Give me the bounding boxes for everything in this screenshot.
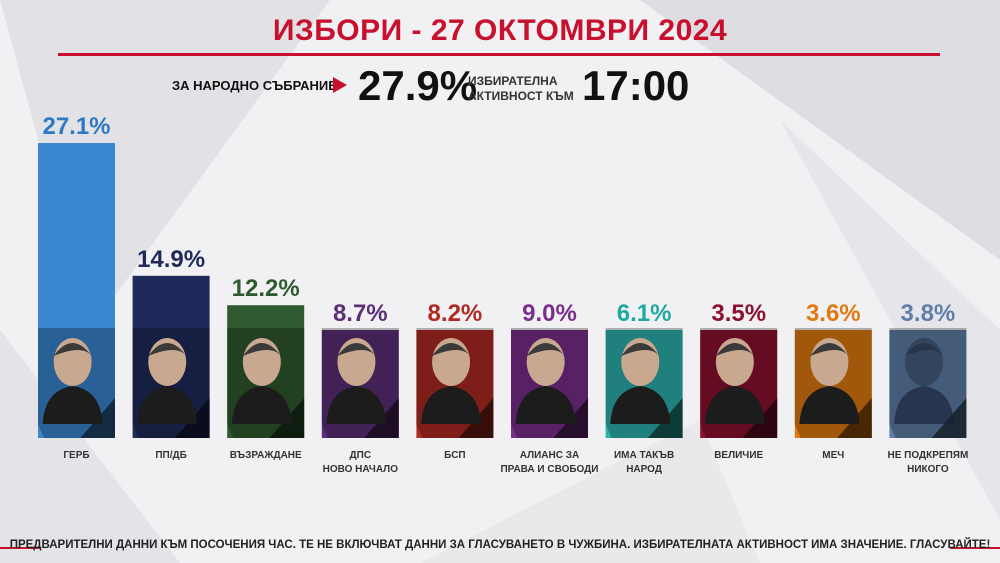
- value-label: 3.5%: [711, 300, 766, 327]
- bar-group: 3.5% ВЕЛИЧИЕ: [700, 300, 778, 461]
- portrait-icon: [326, 338, 387, 424]
- category-label: НИКОГО: [907, 464, 949, 475]
- footer-rule-left: [0, 547, 40, 549]
- portrait-hair: [526, 343, 565, 356]
- category-label: НОВО НАЧАЛО: [323, 464, 399, 475]
- portrait-shoulders: [137, 386, 198, 424]
- value-label: 27.1%: [42, 113, 110, 140]
- portrait-hair: [242, 343, 281, 356]
- bar-group: 3.6% МЕЧ: [794, 300, 872, 461]
- category-label: ВЕЛИЧИЕ: [714, 450, 763, 461]
- value-label: 3.8%: [901, 300, 956, 327]
- portrait-shoulders: [326, 386, 387, 424]
- category-label: ВЪЗРАЖДАНЕ: [230, 450, 302, 461]
- panel-fold: [364, 398, 399, 438]
- portrait-icon: [704, 338, 765, 424]
- panel-fold: [174, 398, 210, 438]
- portrait-shoulders: [610, 386, 671, 424]
- bar-group: 6.1% ИМА ТАКЪВ НАРОД: [605, 300, 683, 475]
- page-title: ИЗБОРИ - 27 ОКТОМВРИ 2024: [272, 14, 728, 47]
- results-bar-chart: 27.1% ГЕРБ 14.9% ПП/ДБ 12.2% ВЪЗРАЖДАНЕ 8.7% ДП…: [38, 113, 969, 475]
- category-label: АЛИАНС ЗА: [520, 450, 579, 461]
- bar-group: 8.2% БСП: [416, 300, 494, 461]
- portrait-hair: [715, 343, 754, 356]
- portrait-hair: [810, 343, 849, 356]
- bar-group: 8.7% ДПС НОВО НАЧАЛО: [321, 300, 399, 475]
- portrait-shoulders: [421, 386, 482, 424]
- value-label: 3.6%: [806, 300, 861, 327]
- category-label: НЕ ПОДКРЕПЯМ: [888, 450, 969, 461]
- category-label: НАРОД: [626, 464, 662, 475]
- portrait-shoulders: [231, 386, 292, 424]
- category-label: МЕЧ: [822, 450, 844, 461]
- portrait-icon: [137, 338, 198, 424]
- election-type-label: ЗА НАРОДНО СЪБРАНИЕ: [172, 78, 337, 93]
- category-label: ДПС: [350, 450, 372, 461]
- panel-fold: [837, 398, 872, 438]
- value-label: 9.0%: [522, 300, 577, 327]
- footnote: ПРЕДВАРИТЕЛНИ ДАННИ КЪМ ПОСОЧЕНИЯ ЧАС. Т…: [9, 539, 991, 551]
- portrait-hair: [337, 343, 376, 356]
- category-label: ПРАВА И СВОБОДИ: [500, 464, 598, 475]
- portrait-icon: [421, 338, 482, 424]
- portrait-icon: [515, 338, 576, 424]
- turnout-value: 27.9%: [358, 62, 478, 109]
- portrait-hair: [905, 343, 944, 356]
- value-label: 12.2%: [232, 275, 300, 302]
- turnout-time: 17:00: [582, 62, 690, 109]
- anonymous-silhouette-icon: [894, 338, 955, 424]
- value-label: 6.1%: [617, 300, 672, 327]
- bar-group: 14.9% ПП/ДБ: [132, 246, 210, 461]
- title-underline: [58, 53, 940, 56]
- bar-group: 12.2% ВЪЗРАЖДАНЕ: [227, 275, 305, 461]
- category-label: ПП/ДБ: [155, 450, 186, 461]
- portrait-shoulders: [799, 386, 860, 424]
- portrait-hair: [148, 343, 187, 356]
- play-arrow-icon: [333, 77, 347, 93]
- bar-group: 3.8% НЕ ПОДКРЕПЯМ НИКОГО: [888, 300, 969, 475]
- value-label: 8.7%: [333, 300, 388, 327]
- portrait-hair: [432, 343, 471, 356]
- portrait-shoulders: [704, 386, 765, 424]
- portrait-shoulders: [515, 386, 576, 424]
- portrait-icon: [799, 338, 860, 424]
- value-label: 14.9%: [137, 246, 205, 273]
- portrait-shoulders: [42, 386, 103, 424]
- category-label: ГЕРБ: [63, 450, 89, 461]
- portrait-icon: [42, 338, 103, 424]
- portrait-icon: [231, 338, 292, 424]
- bar-group: 27.1% ГЕРБ: [38, 113, 115, 461]
- value-label: 8.2%: [428, 300, 483, 327]
- footer-rule-right: [950, 547, 1000, 549]
- category-label: БСП: [444, 450, 465, 461]
- category-label: ИМА ТАКЪВ: [614, 450, 674, 461]
- turnout-label: ИЗБИРАТЕЛНА АКТИВНОСТ КЪМ: [468, 74, 574, 103]
- portrait-hair: [621, 343, 660, 356]
- bar-group: 9.0% АЛИАНС ЗА ПРАВА И СВОБОДИ: [500, 300, 598, 475]
- portrait-icon: [610, 338, 671, 424]
- portrait-shoulders: [894, 386, 955, 424]
- portrait-hair: [53, 343, 92, 356]
